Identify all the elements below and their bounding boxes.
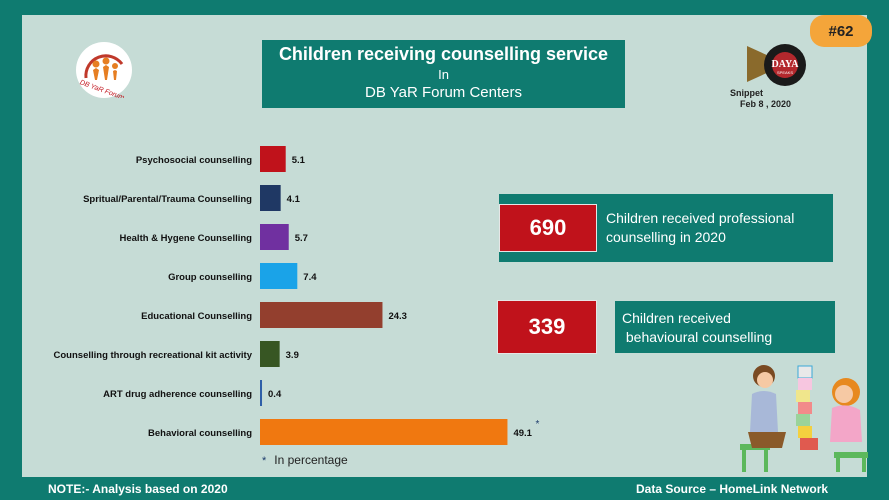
- value-label: 5.7: [295, 233, 308, 244]
- db-yar-forum-logo: DB YaR Forum: [76, 42, 132, 102]
- stat-value-wrapper: 339: [497, 300, 597, 354]
- category-label: Educational Counselling: [141, 311, 252, 322]
- teacher-child-illustration: [738, 362, 878, 474]
- stat-line: behavioural counselling: [622, 329, 773, 345]
- logo-text: DB YaR Forum: [79, 79, 126, 98]
- bar: [260, 302, 383, 328]
- legend-marker: *: [262, 455, 267, 467]
- snippet-logo-sub: SPEAKS: [777, 70, 793, 75]
- legend: * In percentage: [262, 453, 348, 467]
- family-logo-icon: DB YaR Forum: [79, 54, 126, 102]
- legend-text: In percentage: [274, 453, 348, 467]
- value-label: 24.3: [388, 311, 407, 322]
- stat-description: Children received professional counselli…: [606, 209, 794, 247]
- bar: [260, 380, 263, 406]
- snippet-label: Snippet: [730, 88, 763, 98]
- bar: [260, 341, 280, 367]
- footer-note: NOTE:- Analysis based on 2020: [48, 482, 228, 496]
- stat-line: Children received professional: [606, 210, 795, 226]
- stat-line: counselling in 2020: [606, 229, 726, 245]
- title-location: DB YaR Forum Centers: [365, 84, 522, 101]
- value-label: 0.4: [268, 389, 282, 400]
- value-label: 5.1: [292, 155, 306, 166]
- footer-source: Data Source – HomeLink Network: [636, 482, 829, 496]
- value-label: 7.4: [303, 272, 317, 283]
- stat-value: 339: [497, 300, 597, 354]
- snippet-logo-text: DAYA: [771, 59, 799, 70]
- bar: [260, 224, 289, 250]
- stat-line: Children received: [622, 310, 731, 326]
- daya-speaks-logo: DAYA SPEAKS: [743, 42, 809, 88]
- category-label: Counselling through recreational kit act…: [54, 350, 253, 361]
- stat-card-behavioural: Children received behavioural counsellin…: [615, 301, 835, 353]
- stat-card-professional: 690 Children received professional couns…: [499, 194, 833, 262]
- title-in: In: [438, 67, 449, 82]
- value-label: 3.9: [286, 350, 299, 361]
- snippet-date: Feb 8 , 2020: [740, 99, 792, 109]
- title-box: Children receiving counselling service I…: [262, 40, 625, 108]
- stat-description: Children received behavioural counsellin…: [622, 309, 772, 347]
- value-label: 49.1: [513, 428, 532, 439]
- bar: [260, 185, 281, 211]
- bar: [260, 146, 286, 172]
- counselling-bar-chart: Psychosocial counselling 5.1 Spritual/Pare…: [54, 146, 539, 445]
- snippet-info: Snippet Feb 8 , 2020: [730, 88, 791, 110]
- category-label: Group counselling: [168, 272, 252, 283]
- category-label: ART drug adherence counselling: [103, 389, 252, 400]
- category-label: Psychosocial counselling: [136, 155, 252, 166]
- teacher-child-icon: [740, 365, 868, 472]
- stat-value: 690: [499, 204, 597, 252]
- bar: [260, 263, 298, 289]
- category-label: Health & Hygene Counselling: [120, 233, 253, 244]
- annotation-marker: *: [535, 419, 539, 430]
- bar: [260, 419, 508, 445]
- category-label: Spritual/Parental/Trauma Counselling: [83, 194, 252, 205]
- value-label: 4.1: [287, 194, 301, 205]
- category-label: Behavioral counselling: [148, 428, 252, 439]
- gramophone-icon: DAYA SPEAKS: [747, 44, 806, 86]
- snippet-number-badge: #62: [810, 15, 872, 47]
- chart-title: Children receiving counselling service: [278, 44, 609, 64]
